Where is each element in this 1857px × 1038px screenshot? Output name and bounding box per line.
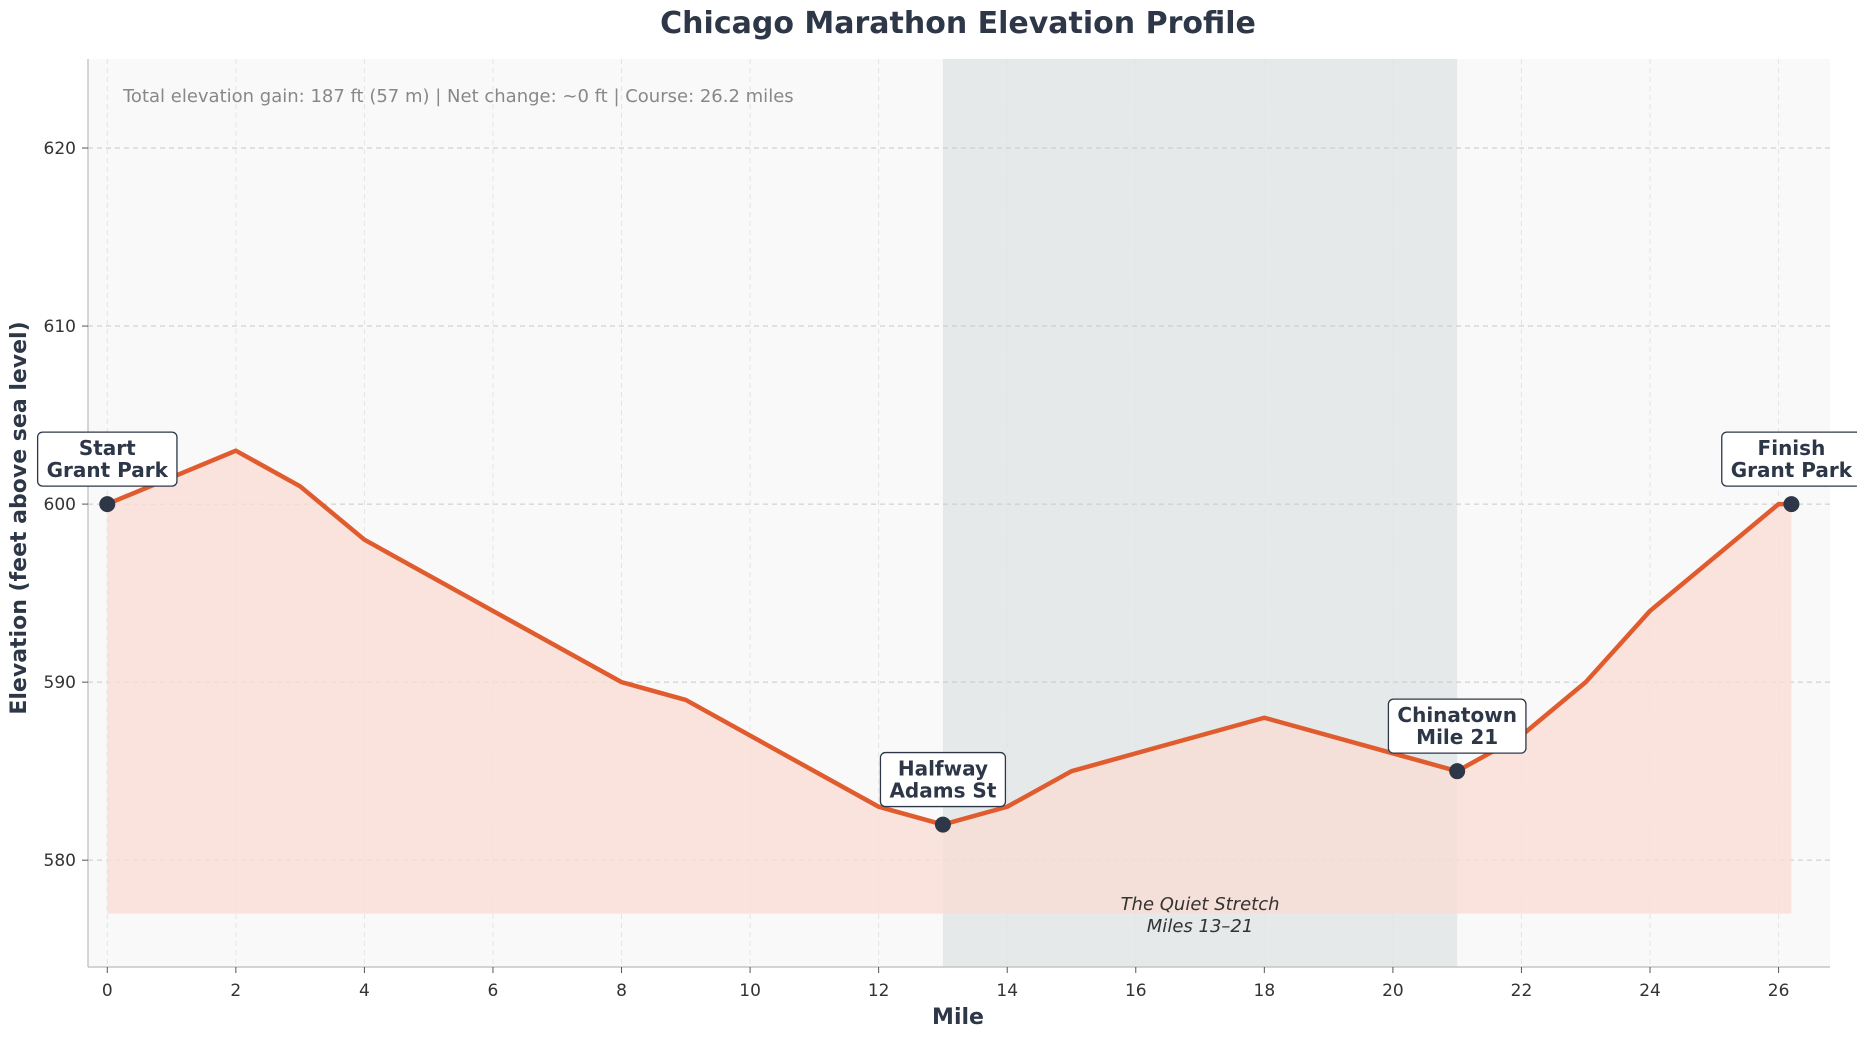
y-tick-label: 620 — [44, 139, 76, 159]
callout-line2: Mile 21 — [1416, 725, 1498, 749]
x-tick-label: 0 — [102, 981, 113, 1001]
course-stats-text: Total elevation gain: 187 ft (57 m) | Ne… — [122, 86, 794, 107]
y-tick-labels: 580 590 600 610 620 — [44, 139, 88, 871]
x-tick-label: 22 — [1511, 981, 1533, 1001]
elevation-area-fill — [107, 450, 1792, 914]
x-tick-label: 8 — [616, 981, 627, 1001]
x-tick-label: 12 — [868, 981, 890, 1001]
x-tick-label: 14 — [996, 981, 1018, 1001]
milestone-marker — [1783, 496, 1800, 513]
axes — [87, 59, 1830, 968]
x-tick-label: 18 — [1254, 981, 1276, 1001]
x-tick-label: 6 — [488, 981, 499, 1001]
callout-line2: Grant Park — [1731, 458, 1853, 482]
callout-line1: Halfway — [898, 757, 988, 781]
x-tick-label: 20 — [1382, 981, 1404, 1001]
region-label-line2: Miles 13–21 — [1147, 916, 1254, 937]
region-label-line1: The Quiet Stretch — [1121, 894, 1280, 915]
callout-line1: Finish — [1758, 436, 1826, 460]
callout-box — [1721, 431, 1857, 487]
milestone-marker — [99, 496, 116, 513]
y-tick-label: 580 — [44, 851, 76, 871]
x-tick-label: 24 — [1639, 981, 1661, 1001]
milestone-marker — [1449, 763, 1466, 780]
milestone-marker — [934, 816, 951, 833]
x-tick-label: 26 — [1768, 981, 1790, 1001]
callout-box — [36, 431, 178, 487]
milestone-markers — [99, 496, 1800, 833]
y-axis-label: Elevation (feet above sea level) — [7, 321, 32, 714]
callout-box — [879, 751, 1007, 808]
elevation-line — [105, 448, 1794, 827]
callout-line1: Start — [79, 436, 136, 460]
y-tick-label: 600 — [44, 495, 76, 515]
x-tick-label: 4 — [359, 981, 370, 1001]
x-tick-label: 16 — [1125, 981, 1147, 1001]
callout-line2: Grant Park — [47, 458, 169, 482]
x-tick-label: 2 — [230, 981, 241, 1001]
x-tick-label: 10 — [739, 981, 761, 1001]
callout-line2: Adams St — [889, 779, 996, 803]
y-tick-label: 610 — [44, 317, 76, 337]
x-axis-label: Mile — [932, 1005, 984, 1030]
chart-title: Chicago Marathon Elevation Profile — [660, 6, 1256, 41]
callout-box — [1387, 698, 1527, 754]
x-tick-labels: 0 2 4 6 8 10 12 14 16 18 20 22 24 26 — [102, 967, 1790, 1001]
y-tick-label: 590 — [44, 673, 76, 693]
callout-line1: Chinatown — [1397, 703, 1517, 727]
